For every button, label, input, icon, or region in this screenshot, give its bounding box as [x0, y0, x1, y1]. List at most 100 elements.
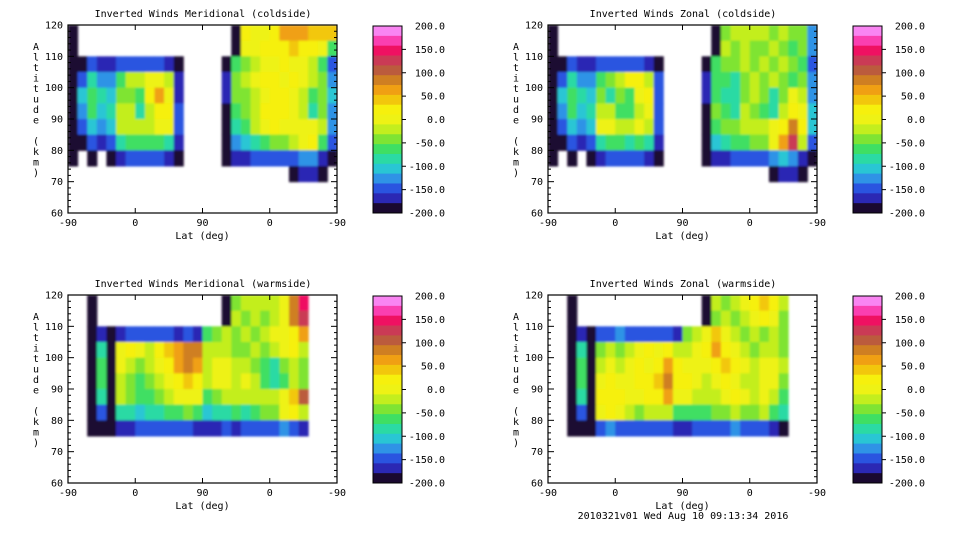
svg-text:200.0: 200.0 [415, 292, 445, 303]
svg-text:i: i [513, 344, 519, 355]
svg-text:-200.0: -200.0 [409, 479, 445, 490]
svg-text:A: A [33, 42, 39, 53]
svg-text:0: 0 [747, 218, 753, 229]
svg-text:-200.0: -200.0 [889, 479, 925, 490]
svg-text:u: u [513, 365, 519, 376]
svg-text:): ) [33, 168, 39, 179]
svg-text:): ) [33, 438, 39, 449]
svg-text:90: 90 [51, 385, 63, 396]
svg-text:l: l [33, 53, 39, 64]
axis-labels: 60 70 80 90 100 110 120 -90 0 90 0 -90 Lat (deg) [525, 291, 826, 513]
panel-title: Inverted Winds Meridional (warmside) [94, 279, 312, 290]
svg-text:e: e [513, 116, 519, 127]
svg-text:k: k [33, 147, 39, 158]
svg-text:50.0: 50.0 [901, 362, 925, 373]
svg-text:k: k [33, 417, 39, 428]
svg-text:90: 90 [196, 218, 208, 229]
svg-text:A: A [513, 42, 519, 53]
panel-title: Inverted Winds Zonal (coldside) [589, 9, 777, 20]
svg-text:-90: -90 [539, 488, 557, 499]
svg-text:m: m [513, 428, 519, 439]
svg-text:t: t [513, 84, 519, 95]
svg-text:(: ( [513, 137, 519, 148]
timestamp-label: 2010321v01 Wed Aug 10 09:13:34 2016 [577, 511, 789, 522]
svg-text:150.0: 150.0 [415, 315, 445, 326]
svg-text:u: u [33, 365, 39, 376]
x-axis-title: Lat (deg) [655, 231, 709, 242]
svg-text:70: 70 [51, 177, 63, 188]
svg-text:0.0: 0.0 [427, 385, 445, 396]
svg-text:200.0: 200.0 [895, 292, 925, 303]
svg-text:e: e [513, 386, 519, 397]
svg-text:90: 90 [676, 488, 688, 499]
svg-text:i: i [513, 74, 519, 85]
svg-text:0: 0 [612, 488, 618, 499]
svg-text:100: 100 [525, 83, 543, 94]
svg-text:d: d [513, 105, 519, 116]
svg-text:): ) [513, 438, 519, 449]
svg-text:0: 0 [132, 218, 138, 229]
svg-text:t: t [513, 63, 519, 74]
colorbar: 200.0 150.0 100.0 50.0 0.0 -50.0 -100.0 -150.0 -… [852, 292, 925, 490]
svg-text:d: d [513, 375, 519, 386]
svg-text:-90: -90 [59, 488, 77, 499]
svg-text:m: m [33, 428, 39, 439]
svg-text:110: 110 [525, 322, 543, 333]
svg-text:0: 0 [747, 488, 753, 499]
svg-text:0.0: 0.0 [907, 385, 925, 396]
svg-text:90: 90 [196, 488, 208, 499]
svg-text:l: l [513, 53, 519, 64]
svg-text:t: t [513, 333, 519, 344]
svg-text:0.0: 0.0 [907, 115, 925, 126]
svg-text:i: i [33, 344, 39, 355]
svg-text:80: 80 [531, 146, 543, 157]
svg-text:110: 110 [525, 52, 543, 63]
contour-cells [68, 25, 337, 183]
svg-text:-200.0: -200.0 [409, 209, 445, 220]
svg-text:-100.0: -100.0 [889, 432, 925, 443]
svg-text:t: t [33, 63, 39, 74]
svg-text:t: t [513, 354, 519, 365]
colorbar: 200.0 150.0 100.0 50.0 0.0 -50.0 -100.0 -150.0 -… [852, 22, 925, 220]
axis-labels: 60 70 80 90 100 110 120 -90 0 90 0 -90 Lat (deg) [45, 291, 346, 513]
contour-cells [87, 295, 309, 437]
svg-text:-90: -90 [539, 218, 557, 229]
svg-text:100: 100 [45, 353, 63, 364]
svg-text:50.0: 50.0 [901, 92, 925, 103]
colorbar: 200.0 150.0 100.0 50.0 0.0 -50.0 -100.0 -150.0 -… [372, 22, 445, 220]
svg-text:k: k [513, 417, 519, 428]
svg-text:t: t [33, 333, 39, 344]
svg-text:90: 90 [51, 115, 63, 126]
svg-text:80: 80 [51, 146, 63, 157]
axis-labels: 60 70 80 90 100 110 120 -90 0 90 0 -90 Lat (deg) [525, 21, 826, 243]
svg-text:e: e [33, 386, 39, 397]
svg-text:-90: -90 [59, 218, 77, 229]
svg-text:(: ( [513, 407, 519, 418]
svg-text:200.0: 200.0 [415, 22, 445, 33]
svg-text:0: 0 [267, 218, 273, 229]
svg-text:90: 90 [531, 115, 543, 126]
svg-text:60: 60 [531, 209, 543, 220]
axis-ticks [68, 294, 337, 484]
svg-text:k: k [513, 147, 519, 158]
svg-text:-200.0: -200.0 [889, 209, 925, 220]
svg-text:0.0: 0.0 [427, 115, 445, 126]
svg-text:-150.0: -150.0 [409, 185, 445, 196]
svg-text:100.0: 100.0 [415, 68, 445, 79]
svg-text:0: 0 [612, 218, 618, 229]
svg-text:(: ( [33, 137, 39, 148]
svg-text:70: 70 [51, 447, 63, 458]
svg-text:150.0: 150.0 [895, 45, 925, 56]
svg-text:l: l [33, 323, 39, 334]
svg-text:t: t [33, 354, 39, 365]
svg-text:120: 120 [45, 21, 63, 32]
svg-text:60: 60 [51, 209, 63, 220]
svg-text:50.0: 50.0 [421, 92, 445, 103]
svg-text:-150.0: -150.0 [409, 455, 445, 466]
